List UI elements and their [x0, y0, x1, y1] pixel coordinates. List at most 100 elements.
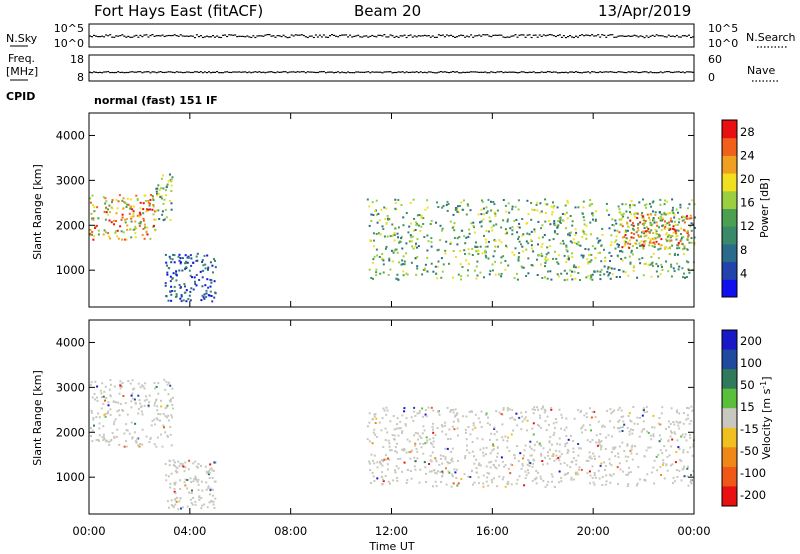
- velocity-cell: [677, 446, 680, 449]
- power-cell: [446, 209, 449, 212]
- power-cell: [161, 210, 164, 213]
- velocity-cell: [90, 435, 92, 437]
- power-cell: [664, 223, 667, 226]
- velocity-cell: [627, 415, 630, 418]
- noise-sample: [653, 35, 656, 37]
- power-cell: [422, 223, 425, 225]
- velocity-cell: [379, 460, 381, 463]
- velocity-cell: [482, 482, 485, 485]
- power-cell: [370, 277, 373, 279]
- velocity-cell: [612, 448, 615, 451]
- power-cell: [566, 199, 569, 202]
- power-cell: [408, 225, 411, 228]
- velocity-heatmap-cells: [89, 378, 695, 511]
- power-cell: [368, 268, 371, 271]
- velocity-cell: [611, 410, 614, 413]
- power-cell: [515, 218, 518, 221]
- velocity-cell: [369, 469, 372, 472]
- power-cell: [368, 205, 371, 208]
- power-cell: [589, 277, 592, 280]
- velocity-cell: [578, 468, 580, 471]
- power-cell: [565, 248, 568, 251]
- power-cell: [604, 256, 607, 259]
- noise-sample: [486, 34, 489, 36]
- velocity-cell: [589, 407, 591, 410]
- power-cell: [108, 235, 110, 238]
- velocity-cell: [600, 462, 603, 465]
- velocity-cell: [498, 411, 501, 414]
- noise-sample: [679, 36, 682, 38]
- velocity-cell: [687, 465, 689, 468]
- velocity-cell: [672, 476, 675, 479]
- power-cell: [105, 231, 107, 234]
- velocity-cell: [588, 482, 591, 485]
- velocity-cell: [107, 401, 110, 404]
- velocity-cell: [690, 478, 692, 481]
- power-cell: [475, 241, 477, 244]
- velocity-cell: [207, 487, 210, 489]
- freq-sample: [119, 71, 122, 74]
- noise-sample: [552, 35, 555, 37]
- velocity-cell: [212, 500, 215, 503]
- power-ytick-3000: 3000: [56, 173, 85, 187]
- velocity-cell: [157, 413, 160, 415]
- power-cell: [569, 215, 572, 217]
- noise-sample: [564, 37, 567, 39]
- velocity-colorbar-band: [722, 388, 737, 409]
- power-cell: [162, 174, 165, 177]
- freq-sample: [171, 71, 174, 73]
- power-cell: [655, 221, 658, 224]
- velocity-cell: [372, 475, 375, 478]
- power-cell: [520, 243, 522, 246]
- velocity-cell: [552, 434, 555, 436]
- freq-sample: [246, 72, 249, 74]
- velocity-cell: [387, 480, 390, 483]
- velocity-cell: [685, 439, 688, 442]
- freq-sample: [312, 71, 315, 73]
- power-cell: [518, 226, 521, 229]
- velocity-cell: [531, 465, 534, 468]
- power-cell: [681, 215, 684, 218]
- freq-sample: [222, 72, 225, 74]
- velocity-cell: [457, 434, 459, 437]
- freq-sample: [583, 71, 586, 73]
- power-cell: [167, 180, 170, 183]
- velocity-cell: [544, 456, 546, 459]
- power-cell: [654, 237, 657, 240]
- power-cell: [591, 273, 594, 276]
- velocity-cell: [629, 419, 632, 422]
- power-cell: [498, 273, 500, 276]
- freq-sample: [157, 71, 160, 73]
- power-cell: [493, 211, 496, 214]
- freq-sample: [441, 71, 444, 73]
- power-cell: [633, 212, 636, 215]
- velocity-cell: [401, 448, 404, 451]
- freq-sample: [127, 71, 130, 74]
- noise-sample: [123, 35, 126, 37]
- velocity-cell: [163, 426, 165, 429]
- power-cell: [190, 264, 193, 267]
- power-cell: [629, 211, 631, 214]
- velocity-cell: [454, 408, 457, 411]
- velocity-cell: [572, 451, 575, 453]
- noise-sample: [310, 35, 313, 37]
- velocity-cell: [169, 433, 172, 436]
- freq-sample: [454, 71, 456, 73]
- velocity-cell: [144, 382, 147, 385]
- freq-left-label-1: Freq.: [8, 52, 35, 65]
- velocity-cell: [196, 480, 199, 483]
- power-cell: [668, 247, 671, 250]
- power-cell: [143, 237, 146, 240]
- power-cell: [652, 210, 654, 213]
- freq-sample: [480, 71, 483, 73]
- power-cell: [587, 261, 590, 264]
- velocity-cell: [644, 479, 647, 482]
- velocity-cell: [424, 413, 427, 416]
- power-cell: [665, 260, 667, 263]
- velocity-cell: [102, 439, 105, 441]
- velocity-cell: [476, 471, 479, 474]
- velocity-cell: [168, 399, 171, 402]
- freq-sample: [512, 71, 515, 73]
- power-cell: [546, 277, 549, 280]
- velocity-cell: [489, 438, 492, 441]
